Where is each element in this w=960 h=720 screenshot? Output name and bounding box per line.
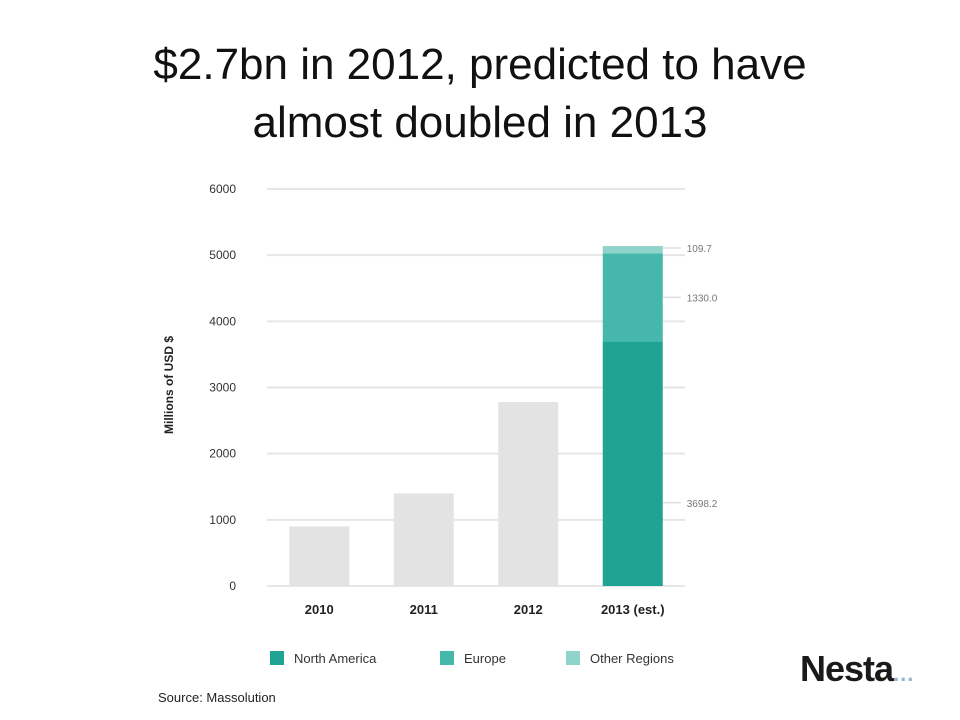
legend-swatch-other-regions	[566, 651, 580, 665]
x-tick-label-0: 2010	[305, 602, 334, 617]
data-label-north-america: 3698.2	[687, 499, 718, 510]
legend-item-europe: Europe	[440, 648, 506, 668]
bar-2013-north-america	[602, 341, 663, 586]
legend-item-other-regions: Other Regions	[566, 648, 674, 668]
data-label-other-regions: 109.7	[687, 244, 712, 255]
legend-label-north-america: North America	[294, 650, 377, 666]
legend-label-europe: Europe	[464, 650, 506, 666]
y-axis-label: Millions of USD $	[162, 336, 176, 434]
y-tick-label-5000: 5000	[209, 248, 236, 262]
y-tick-label-0: 0	[229, 579, 236, 593]
logo-text: Nesta	[800, 648, 894, 689]
x-tick-label-1: 2011	[410, 602, 438, 617]
y-tick-label-2000: 2000	[209, 447, 236, 461]
slide-title: $2.7bn in 2012, predicted to have almost…	[40, 36, 920, 152]
bar-2011	[393, 493, 454, 586]
title-line-2: almost doubled in 2013	[252, 98, 708, 147]
y-tick-label-1000: 1000	[209, 513, 236, 527]
x-tick-label-2: 2012	[514, 602, 543, 617]
data-label-europe: 1330.0	[687, 293, 718, 304]
legend-item-north-america: North America	[270, 648, 376, 668]
y-tick-label-6000: 6000	[209, 182, 236, 196]
title-line-1: $2.7bn in 2012, predicted to have	[153, 40, 807, 89]
y-tick-label-3000: 3000	[209, 381, 236, 395]
legend-label-other-regions: Other Regions	[590, 650, 674, 666]
bar-2010	[289, 526, 350, 586]
y-tick-label-4000: 4000	[209, 314, 236, 328]
chart-legend: North America Europe Other Regions	[270, 648, 710, 668]
bar-2013-europe	[602, 253, 663, 342]
bar-2013-other-regions	[602, 246, 663, 254]
bar-2012	[498, 402, 559, 586]
legend-swatch-north-america	[270, 651, 284, 665]
logo-dots: ...	[893, 661, 915, 686]
legend-swatch-europe	[440, 651, 454, 665]
source-note: Source: Massolution	[158, 690, 276, 705]
nesta-logo: Nesta...	[800, 648, 914, 690]
x-tick-label-3: 2013 (est.)	[601, 602, 665, 617]
